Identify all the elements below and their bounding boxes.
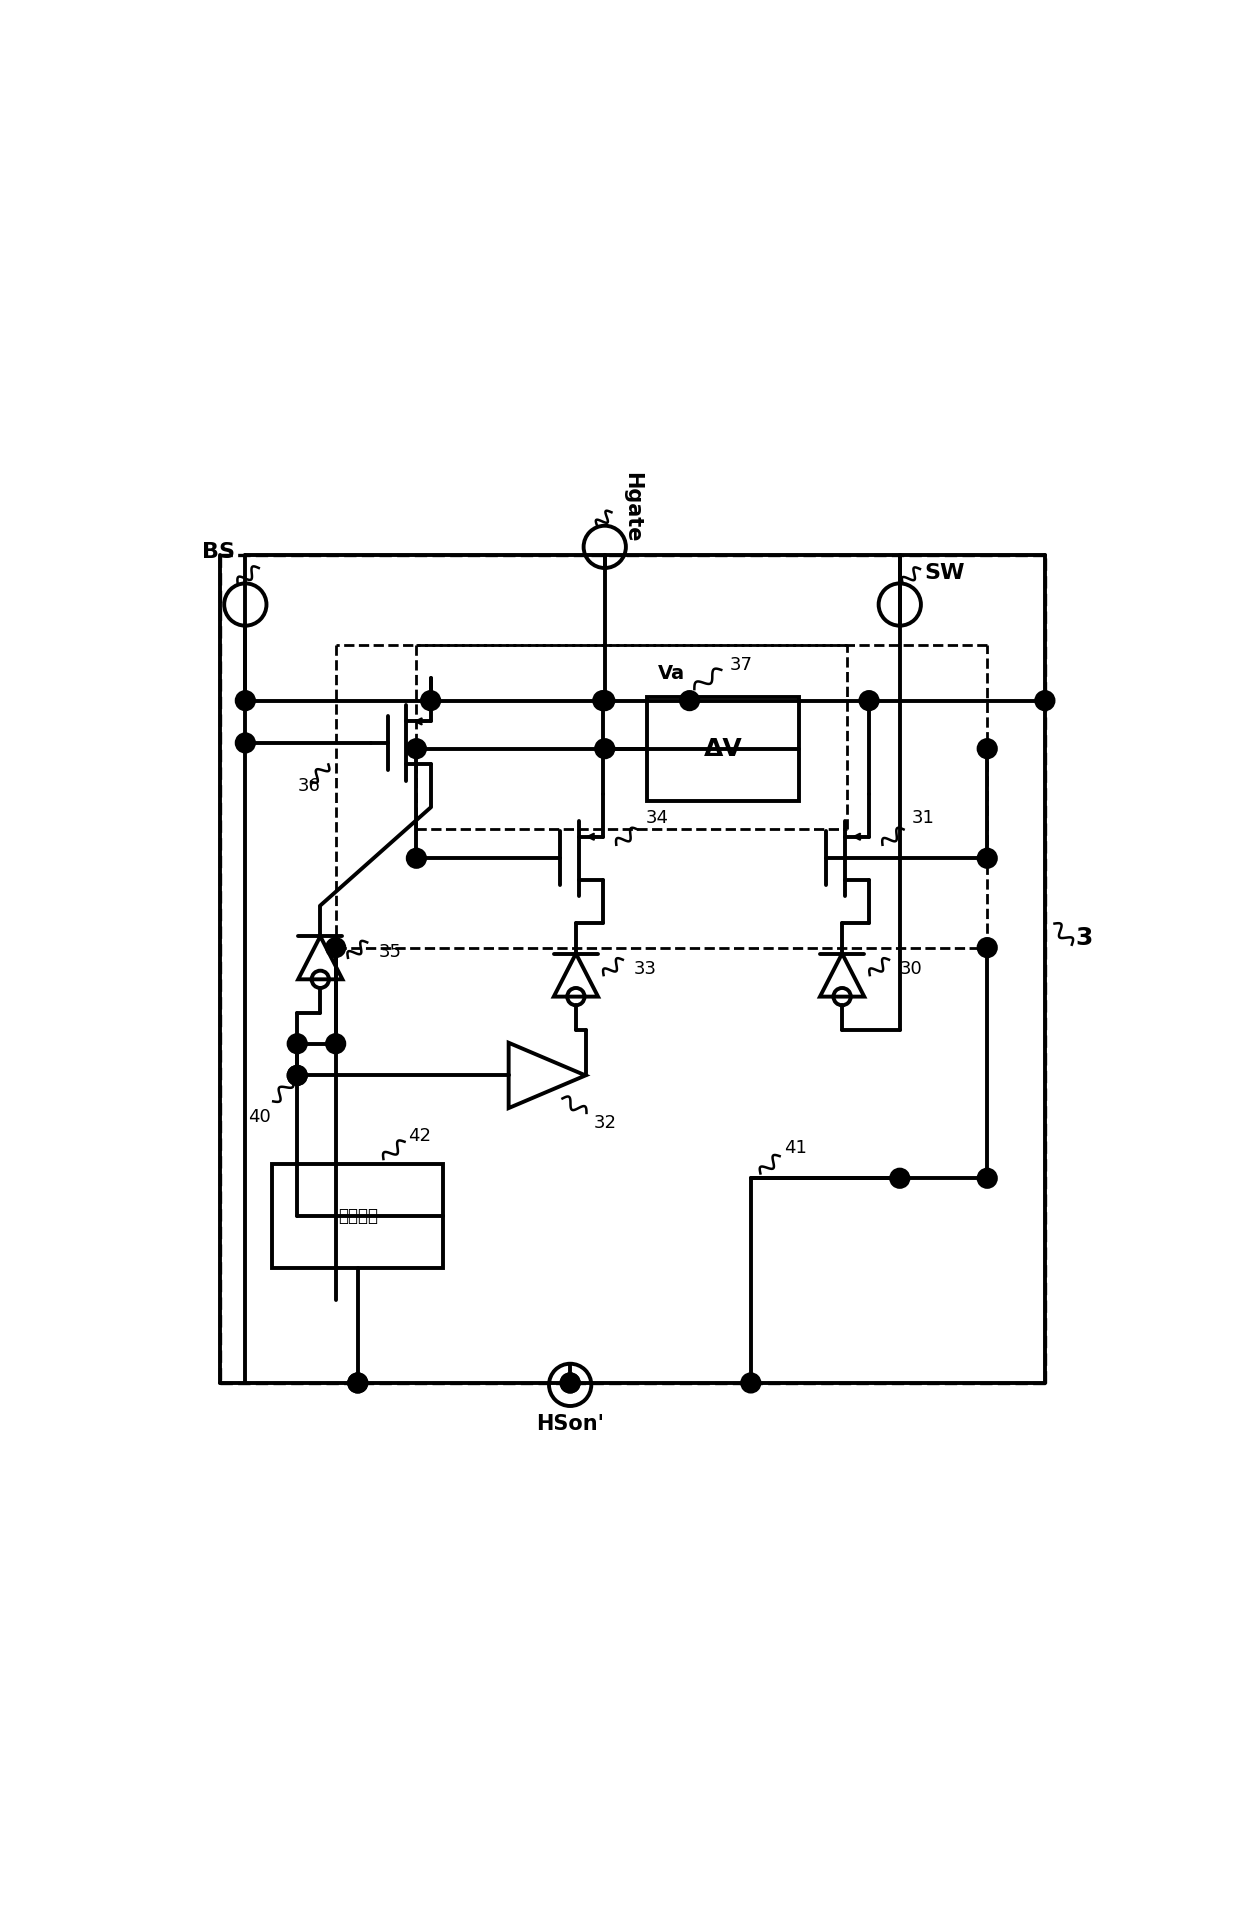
Text: Hgate: Hgate xyxy=(622,472,642,543)
Text: 34: 34 xyxy=(646,810,668,827)
Circle shape xyxy=(978,939,996,956)
Text: SW: SW xyxy=(925,564,965,583)
Circle shape xyxy=(1037,692,1054,709)
Circle shape xyxy=(596,739,614,758)
Text: 33: 33 xyxy=(634,960,657,977)
Text: 35: 35 xyxy=(378,943,402,960)
Text: BS: BS xyxy=(202,543,234,562)
Circle shape xyxy=(327,1034,345,1052)
Circle shape xyxy=(327,939,345,956)
Circle shape xyxy=(978,1170,996,1187)
Text: 36: 36 xyxy=(298,777,320,794)
Text: HSon': HSon' xyxy=(536,1414,604,1434)
Circle shape xyxy=(978,850,996,867)
Text: 40: 40 xyxy=(248,1109,270,1126)
Circle shape xyxy=(408,739,425,758)
Text: 37: 37 xyxy=(730,655,753,674)
Circle shape xyxy=(861,692,878,709)
Circle shape xyxy=(289,1067,306,1084)
Circle shape xyxy=(594,692,611,709)
Circle shape xyxy=(562,1374,579,1391)
Circle shape xyxy=(978,739,996,758)
Circle shape xyxy=(892,1170,909,1187)
Text: 41: 41 xyxy=(785,1139,807,1156)
Circle shape xyxy=(743,1374,759,1391)
Circle shape xyxy=(408,850,425,867)
Text: 延迟电路: 延迟电路 xyxy=(337,1206,378,1225)
Circle shape xyxy=(422,692,439,709)
Text: 30: 30 xyxy=(900,960,923,977)
Text: 42: 42 xyxy=(408,1126,432,1145)
Circle shape xyxy=(350,1374,367,1391)
Text: 31: 31 xyxy=(911,810,935,827)
Circle shape xyxy=(237,733,254,752)
Text: Va: Va xyxy=(657,665,684,684)
Circle shape xyxy=(681,692,698,709)
Circle shape xyxy=(562,1374,579,1391)
Circle shape xyxy=(350,1374,367,1391)
Bar xyxy=(647,697,799,800)
Circle shape xyxy=(289,1034,306,1052)
Circle shape xyxy=(289,1067,306,1084)
Text: 32: 32 xyxy=(593,1114,616,1132)
Circle shape xyxy=(596,692,614,709)
Circle shape xyxy=(237,692,254,709)
Text: ΔV: ΔV xyxy=(703,737,743,760)
Text: 3: 3 xyxy=(1075,926,1092,951)
Bar xyxy=(273,1164,444,1267)
